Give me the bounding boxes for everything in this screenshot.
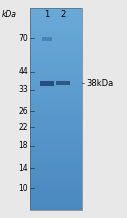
Bar [30, 23, 82, 28]
Text: 10: 10 [18, 184, 28, 192]
Bar [30, 180, 82, 185]
Bar [30, 99, 82, 104]
Bar [30, 114, 82, 119]
Bar [30, 48, 82, 53]
Bar [30, 139, 82, 144]
Text: 70: 70 [18, 34, 28, 43]
Bar [30, 28, 82, 33]
Bar [30, 8, 82, 13]
Bar [30, 200, 82, 205]
Bar [42, 37, 52, 41]
Bar [30, 89, 82, 94]
Bar [30, 170, 82, 175]
Bar [30, 185, 82, 190]
Bar [30, 84, 82, 89]
Bar [30, 149, 82, 154]
Bar [30, 58, 82, 64]
Bar [30, 53, 82, 58]
Bar [30, 119, 82, 124]
Text: 2: 2 [60, 10, 66, 19]
Bar [30, 13, 82, 18]
Bar [30, 74, 82, 79]
Bar [30, 124, 82, 129]
Bar [30, 195, 82, 200]
Bar [30, 129, 82, 134]
Text: 26: 26 [18, 107, 28, 116]
Bar [30, 144, 82, 149]
Text: 38kDa: 38kDa [86, 78, 113, 87]
Bar [30, 104, 82, 109]
Text: 22: 22 [19, 123, 28, 131]
Bar [30, 38, 82, 43]
Bar [30, 134, 82, 139]
Text: 44: 44 [18, 68, 28, 77]
Bar [30, 69, 82, 74]
Bar [30, 109, 82, 114]
Bar [30, 190, 82, 195]
Bar [30, 79, 82, 84]
Bar [40, 80, 54, 85]
Bar [30, 94, 82, 99]
Bar [56, 81, 70, 85]
Text: 18: 18 [19, 141, 28, 150]
Bar [30, 160, 82, 165]
Bar [30, 165, 82, 170]
Text: kDa: kDa [2, 10, 17, 19]
Text: 1: 1 [44, 10, 50, 19]
Text: 14: 14 [18, 164, 28, 172]
Text: 33: 33 [18, 85, 28, 94]
Bar [30, 43, 82, 48]
Bar [30, 18, 82, 23]
Bar [30, 175, 82, 180]
Bar [30, 8, 82, 210]
Bar [30, 33, 82, 38]
Bar [30, 154, 82, 160]
Bar [30, 64, 82, 69]
Bar [30, 205, 82, 210]
